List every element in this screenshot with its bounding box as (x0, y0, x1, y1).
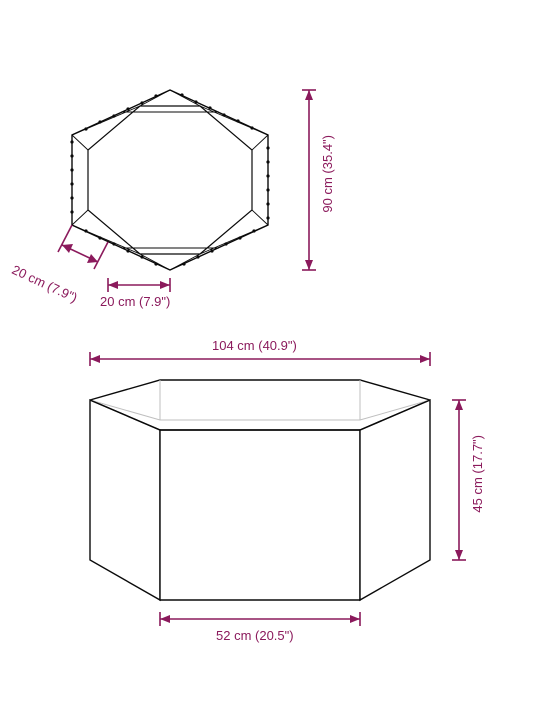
label-104: 104 cm (40.9") (212, 338, 297, 353)
label-45: 45 cm (17.7") (470, 435, 485, 513)
side-view (90, 380, 430, 600)
label-90: 90 cm (35.4") (320, 135, 335, 213)
dim-45 (452, 400, 466, 560)
label-20-horiz: 20 cm (7.9") (100, 294, 170, 309)
dim-90 (302, 90, 316, 270)
top-outer-hexagon (72, 90, 268, 270)
diagram-svg (0, 0, 540, 720)
dim-104 (90, 352, 430, 366)
dim-20-horiz (108, 278, 170, 292)
top-view (70, 90, 269, 270)
label-52: 52 cm (20.5") (216, 628, 294, 643)
diagram-canvas: 90 cm (35.4") 20 cm (7.9") 20 cm (7.9") … (0, 0, 540, 720)
dim-52 (160, 612, 360, 626)
